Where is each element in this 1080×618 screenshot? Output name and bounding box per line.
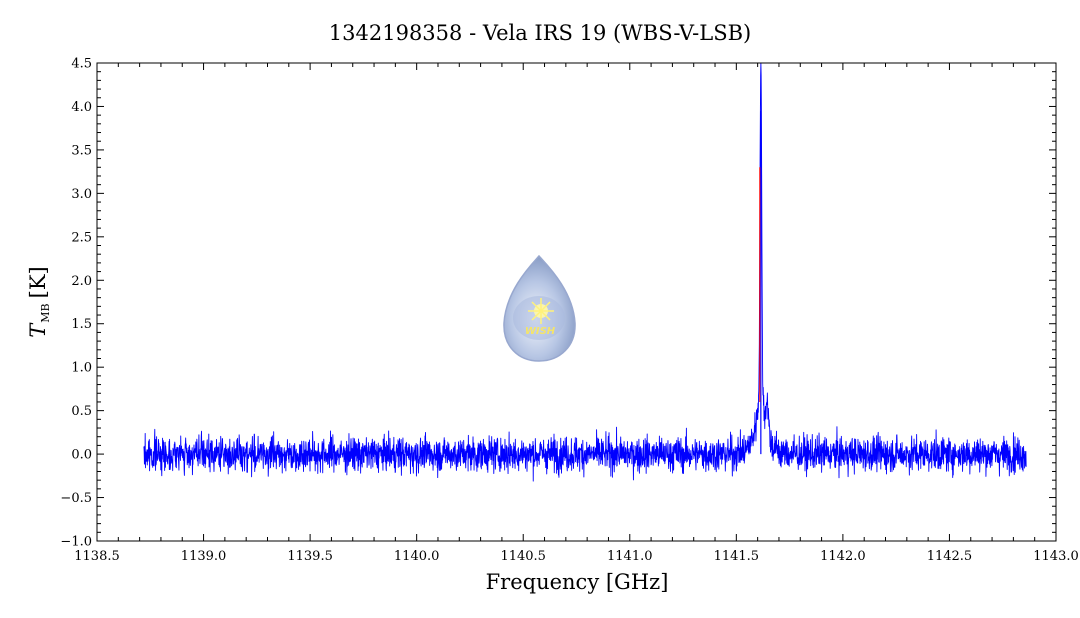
axes: 1138.5 1139.0 1139.5 1140.0 1140.5 1141.0 1141… (60, 57, 1078, 565)
x-tick-label: 1142.5 (927, 549, 973, 564)
x-tick-label: 1141.0 (607, 549, 653, 564)
x-tick-label: 1140.0 (394, 549, 440, 564)
y-tick-label: 4.0 (71, 100, 92, 115)
y-tick-label: 0.0 (71, 448, 92, 463)
plot-frame (96, 62, 1057, 542)
y-tick-label: 3.5 (71, 143, 92, 158)
y-tick-label: −1.0 (60, 535, 92, 550)
spectrum-series (143, 62, 1027, 482)
y-tick-label: 4.5 (71, 57, 92, 72)
y-tick-label: 3.0 (71, 187, 92, 202)
wish-logo-text: WISH (525, 326, 556, 337)
y-tick-label: 1.0 (71, 361, 92, 376)
y-tick-label: 2.5 (71, 230, 92, 245)
y-tick-label: 0.5 (71, 404, 92, 419)
chart-title: 1342198358 - Vela IRS 19 (WBS-V-LSB) (329, 21, 751, 45)
y-tick-label: 2.0 (71, 274, 92, 289)
x-tick-label: 1140.5 (500, 549, 546, 564)
x-tick-label: 1139.0 (181, 549, 227, 564)
spectrum-line (143, 62, 1027, 482)
x-tick-label: 1141.5 (714, 549, 760, 564)
y-tick-label: 1.5 (71, 317, 92, 332)
x-tick-label: 1143.0 (1033, 549, 1079, 564)
y-axis-label: TMB[K] (26, 266, 52, 337)
y-tick-label: −0.5 (60, 491, 92, 506)
wish-logo: WISH (503, 254, 576, 362)
x-tick-label: 1142.0 (820, 549, 866, 564)
x-tick-label: 1138.5 (74, 549, 120, 564)
x-tick-label: 1139.5 (287, 549, 333, 564)
x-axis-label: Frequency [GHz] (486, 570, 669, 594)
